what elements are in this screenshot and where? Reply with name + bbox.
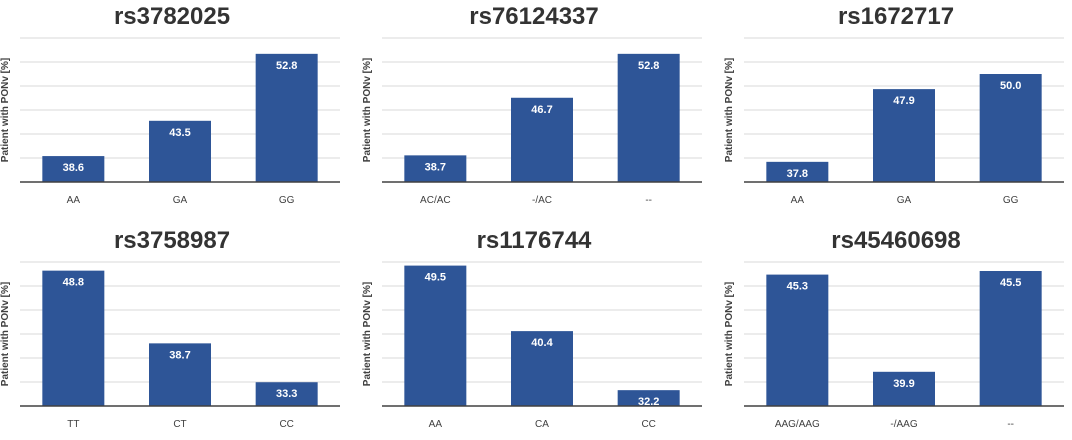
x-tick-label: -/AAG — [890, 419, 917, 430]
bar-AA — [766, 161, 829, 182]
data-label: 38.7 — [425, 161, 446, 173]
data-label: 46.7 — [531, 104, 552, 116]
data-label: 33.3 — [276, 388, 297, 400]
data-label: 38.6 — [63, 162, 84, 174]
chart-panel-2: rs76124337 Patient with PONv [%] 38.7 AC/AC… — [362, 0, 706, 210]
y-axis-label: Patient with PONv [%] — [0, 282, 11, 386]
chart-panel-1: rs3782025 Patient with PONv [%] 38.6 AA 43.5… — [0, 0, 344, 210]
data-label: 39.9 — [893, 378, 914, 390]
x-tick-label: AA — [429, 419, 443, 430]
bar-GA — [149, 120, 211, 182]
data-label: 49.5 — [425, 272, 446, 284]
data-label: 38.7 — [169, 349, 190, 361]
data-label: 48.8 — [63, 277, 84, 289]
bar--- — [617, 53, 680, 183]
x-tick-label: CC — [279, 419, 293, 430]
bar--/AAG — [873, 371, 935, 406]
x-tick-label: -/AC — [532, 195, 552, 206]
data-label: 50.0 — [1000, 80, 1021, 92]
data-label: 47.9 — [893, 95, 914, 107]
bar-CT — [149, 343, 211, 406]
bar-AA — [42, 156, 105, 182]
chart-panel-5: rs1176744 Patient with PONv [%] 49.5 AA 40.4… — [362, 224, 706, 434]
y-axis-label: Patient with PONv [%] — [362, 282, 373, 386]
chart-title: rs76124337 — [469, 3, 599, 30]
x-tick-label: CC — [641, 419, 655, 430]
bar-chart: Patient with PONv [%] 48.8 TT 38.7 CT 33.3 CC — [0, 261, 340, 430]
bar-AC/AC — [404, 155, 467, 182]
x-tick-label: GA — [173, 195, 188, 206]
bar-AA — [404, 265, 467, 406]
bar-AAG/AAG — [766, 274, 829, 406]
x-tick-label: GA — [897, 195, 912, 206]
bar-CA — [511, 331, 573, 406]
x-tick-label: AA — [67, 195, 81, 206]
chart-title: rs1176744 — [476, 227, 592, 254]
y-axis-label: Patient with PONv [%] — [362, 58, 373, 162]
bar-GG — [979, 74, 1042, 182]
x-tick-label: AAG/AAG — [775, 419, 820, 430]
y-axis-label: Patient with PONv [%] — [0, 58, 11, 162]
bar--/AC — [511, 97, 573, 182]
bar-CC — [617, 390, 680, 406]
x-tick-label: TT — [67, 419, 79, 430]
x-tick-label: -- — [1007, 419, 1014, 430]
bar-GG — [255, 53, 318, 183]
x-tick-label: GG — [1003, 195, 1019, 206]
chart-title: rs45460698 — [831, 227, 961, 254]
data-label: 43.5 — [169, 127, 190, 139]
data-label: 52.8 — [276, 60, 297, 72]
x-tick-label: CT — [173, 419, 186, 430]
x-tick-label: -- — [645, 195, 652, 206]
chart-panel-4: rs3758987 Patient with PONv [%] 48.8 TT 38.7… — [0, 224, 344, 434]
bar-GA — [873, 89, 935, 182]
x-tick-label: AA — [791, 195, 805, 206]
data-label: 37.8 — [787, 168, 808, 180]
chart-title: rs1672717 — [837, 3, 955, 30]
data-label: 45.5 — [1000, 277, 1021, 289]
chart-title: rs3782025 — [113, 3, 231, 30]
data-label: 32.2 — [638, 396, 659, 408]
bar-chart: Patient with PONv [%] 45.3 AAG/AAG 39.9 -/AA… — [724, 261, 1064, 430]
data-label: 45.3 — [787, 281, 808, 293]
bar-CC — [255, 382, 318, 406]
chart-panel-6: rs45460698 Patient with PONv [%] 45.3 AAG/A… — [724, 224, 1068, 434]
bar-TT — [42, 270, 105, 406]
chart-title: rs3758987 — [113, 227, 231, 254]
bar-chart: Patient with PONv [%] 37.8 AA 47.9 GA 50.0 GG — [724, 37, 1064, 206]
y-axis-label: Patient with PONv [%] — [724, 58, 735, 162]
x-tick-label: AC/AC — [420, 195, 451, 206]
chart-panel-3: rs1672717 Patient with PONv [%] 37.8 AA 47.9… — [724, 0, 1068, 210]
bar-chart: Patient with PONv [%] 38.6 AA 43.5 GA 52.8 GG — [0, 37, 340, 206]
x-tick-label: GG — [279, 195, 295, 206]
y-axis-label: Patient with PONv [%] — [724, 282, 735, 386]
bar-chart: Patient with PONv [%] 38.7 AC/AC 46.7 -/AC 52… — [362, 37, 702, 206]
bar-chart: Patient with PONv [%] 49.5 AA 40.4 CA 32.2 CC — [362, 261, 702, 430]
x-tick-label: CA — [535, 419, 549, 430]
data-label: 52.8 — [638, 60, 659, 72]
data-label: 40.4 — [531, 337, 553, 349]
bar--- — [979, 271, 1042, 406]
